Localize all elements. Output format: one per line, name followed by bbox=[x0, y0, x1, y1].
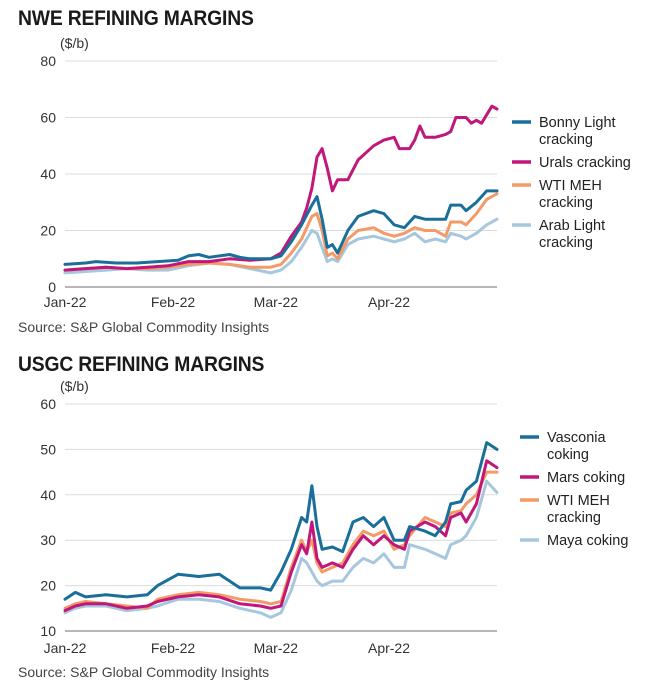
usgc-legend-label-wti-meh-cracking: cracking bbox=[547, 510, 601, 526]
nwe-chart-title: NWE REFINING MARGINS bbox=[18, 7, 254, 30]
usgc-y-tick-label: 60 bbox=[40, 396, 56, 412]
usgc-y-tick-label: 10 bbox=[40, 623, 56, 639]
usgc-y-tick-label: 50 bbox=[40, 441, 56, 457]
nwe-y-tick-label: 60 bbox=[40, 110, 56, 126]
usgc-x-tick-label: Apr-22 bbox=[368, 640, 410, 656]
nwe-legend-label-arab-light-cracking: cracking bbox=[539, 235, 593, 251]
usgc-legend-label-wti-meh-cracking: WTI MEH bbox=[547, 493, 610, 509]
usgc-series-line-vasconia-coking bbox=[63, 441, 499, 601]
nwe-y-tick-label: 0 bbox=[48, 279, 56, 295]
nwe-y-unit-label: ($/b) bbox=[60, 35, 89, 51]
nwe-series-line-urals-cracking bbox=[63, 104, 499, 272]
usgc-y-tick-label: 40 bbox=[40, 487, 56, 503]
usgc-x-tick-label: Feb-22 bbox=[151, 640, 196, 656]
usgc-legend-label-maya-coking: Maya coking bbox=[547, 533, 628, 549]
nwe-series-line-arab-light-cracking bbox=[63, 217, 499, 275]
usgc-source-note: Source: S&P Global Commodity Insights bbox=[18, 664, 270, 680]
usgc-series-line-maya-coking bbox=[63, 479, 499, 619]
nwe-y-tick-label: 40 bbox=[40, 166, 56, 182]
usgc-y-tick-label: 30 bbox=[40, 532, 56, 548]
nwe-x-tick-label: Apr-22 bbox=[368, 294, 410, 310]
nwe-y-tick-label: 80 bbox=[40, 53, 56, 69]
nwe-legend-label-arab-light-cracking: Arab Light bbox=[539, 218, 605, 234]
usgc-chart-title: USGC REFINING MARGINS bbox=[18, 353, 265, 376]
nwe-legend-label-wti-meh-cracking: WTI MEH bbox=[539, 178, 602, 194]
usgc-series-line-mars-coking bbox=[63, 459, 499, 613]
usgc-y-unit-label: ($/b) bbox=[60, 378, 89, 394]
nwe-legend-label-bonny-light-cracking: Bonny Light bbox=[539, 115, 616, 131]
nwe-x-tick-label: Feb-22 bbox=[151, 294, 196, 310]
nwe-x-tick-label: Jan-22 bbox=[44, 294, 87, 310]
nwe-legend-label-bonny-light-cracking: cracking bbox=[539, 132, 593, 148]
usgc-x-tick-label: Mar-22 bbox=[254, 640, 299, 656]
usgc-x-tick-label: Jan-22 bbox=[44, 640, 87, 656]
nwe-legend-label-wti-meh-cracking: cracking bbox=[539, 195, 593, 211]
nwe-series-line-wti-meh-cracking bbox=[63, 192, 499, 272]
usgc-refining-margins-chart: ($/b) 10 20 30 40 50 60 Jan-22 Feb-22 Mar-22 Apr-2… bbox=[40, 378, 628, 656]
nwe-source-note: Source: S&P Global Commodity Insights bbox=[18, 319, 270, 335]
nwe-series-line-bonny-light-cracking bbox=[63, 189, 499, 266]
usgc-legend-label-vasconia-coking: Vasconia bbox=[547, 430, 607, 446]
usgc-legend-label-vasconia-coking: coking bbox=[547, 447, 589, 463]
nwe-legend-label-urals-cracking: Urals cracking bbox=[539, 155, 631, 171]
nwe-refining-margins-chart: ($/b) 0 20 40 60 80 Jan-22 Feb-22 Mar-22 Apr-22 Bo… bbox=[40, 35, 631, 310]
nwe-y-tick-label: 20 bbox=[40, 223, 56, 239]
usgc-y-tick-label: 20 bbox=[40, 578, 56, 594]
nwe-x-tick-label: Mar-22 bbox=[254, 294, 299, 310]
usgc-legend-label-mars-coking: Mars coking bbox=[547, 470, 625, 486]
